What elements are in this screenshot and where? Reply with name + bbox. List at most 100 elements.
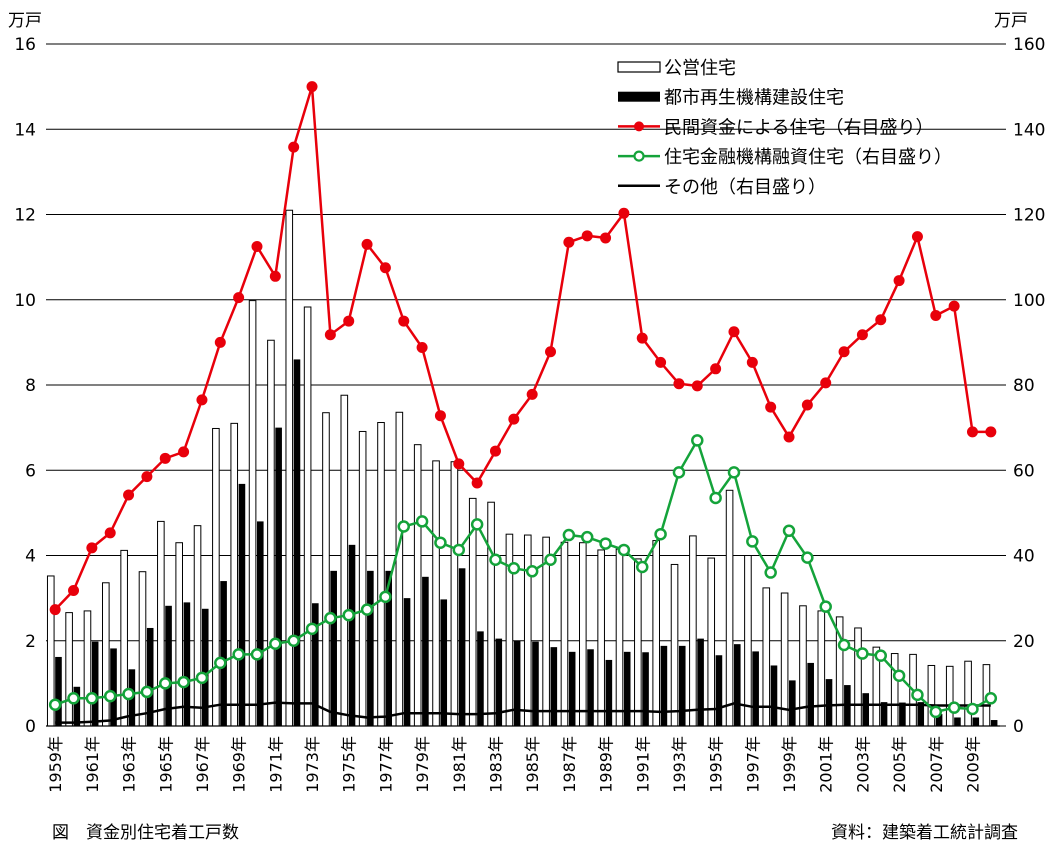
x-tick-label: 1987年 xyxy=(560,736,579,793)
private-funded-point xyxy=(324,329,336,341)
right-tick-label: 140 xyxy=(1013,120,1045,140)
jhf-financed-point xyxy=(103,689,117,703)
bar-public-housing xyxy=(322,412,330,727)
bar-ur-housing xyxy=(825,679,833,726)
bar-ur-housing xyxy=(642,652,649,726)
bar-public-housing xyxy=(377,422,385,727)
jhf-financed-point xyxy=(85,692,99,705)
bar-public-housing xyxy=(615,548,624,727)
gridlines xyxy=(46,43,1000,642)
jhf-financed-point xyxy=(892,669,906,682)
left-tick-label: 16 xyxy=(14,35,36,55)
bar-public-housing xyxy=(230,422,239,727)
bar-ur-housing xyxy=(201,608,209,726)
bar-ur-housing xyxy=(807,662,814,726)
bar-ur-housing xyxy=(605,659,613,726)
bar-ur-housing xyxy=(330,570,337,726)
x-tick-label: 2005年 xyxy=(890,736,909,793)
private-funded-point xyxy=(361,238,373,250)
jhf-financed-point xyxy=(489,553,502,567)
private-funded-line xyxy=(54,86,991,611)
bar-ur-housing xyxy=(678,645,686,726)
bar-ur-housing xyxy=(275,427,282,726)
source-note: 資料：建築着工統計調査 xyxy=(831,823,1018,843)
x-tick-label: 2003年 xyxy=(853,736,872,793)
jhf-financed-point xyxy=(911,688,924,702)
bar-public-housing xyxy=(744,555,752,727)
private-funded-point xyxy=(178,446,190,458)
private-funded-point xyxy=(691,380,703,392)
bar-public-housing xyxy=(780,592,789,727)
x-tick-label: 2001年 xyxy=(817,736,836,793)
jhf-financed-point xyxy=(250,648,264,661)
bar-public-housing xyxy=(175,542,183,727)
jhf-financed-line xyxy=(54,437,992,714)
x-tick-label: 2007年 xyxy=(927,736,946,793)
bar-ur-housing xyxy=(440,599,448,726)
jhf-financed-point xyxy=(122,687,135,701)
private-funded-point xyxy=(141,471,153,483)
bar-ur-housing xyxy=(733,644,741,726)
jhf-financed-point xyxy=(287,634,300,647)
private-funded-point xyxy=(343,315,355,327)
private-funded-point xyxy=(618,207,630,219)
private-funded-point xyxy=(453,458,465,470)
bar-ur-housing xyxy=(770,665,778,726)
jhf-financed-point xyxy=(507,562,521,575)
x-tick-label: 1991年 xyxy=(633,736,652,793)
jhf-financed-point xyxy=(874,649,887,662)
bar-public-housing xyxy=(762,587,771,727)
bar-public-housing xyxy=(725,489,734,727)
bar-ur-housing xyxy=(752,651,759,726)
bar-ur-housing xyxy=(568,651,576,726)
bar-public-housing xyxy=(138,571,147,727)
legend-marker xyxy=(634,121,644,132)
legend-label: 住宅金融機構融資住宅（右目盛り） xyxy=(664,147,952,168)
private-funded-point xyxy=(746,356,758,368)
private-funded-point xyxy=(196,394,208,406)
bar-public-housing xyxy=(560,541,569,727)
jhf-financed-point xyxy=(67,692,80,705)
bar-public-housing xyxy=(358,430,367,727)
x-tick-label: 1983年 xyxy=(486,736,505,793)
x-tick-label: 1989年 xyxy=(597,736,616,793)
bar-public-housing xyxy=(652,540,660,727)
private-funded-point xyxy=(765,401,777,413)
private-funded-point xyxy=(673,378,685,390)
private-funded-point xyxy=(159,452,171,464)
legend-label: 公営住宅 xyxy=(664,58,736,79)
left-tick-label: 14 xyxy=(14,120,36,140)
x-tick-label: 1967年 xyxy=(193,736,212,793)
private-funded-point xyxy=(86,542,98,554)
jhf-financed-point xyxy=(232,648,245,661)
bar-ur-housing xyxy=(312,603,319,726)
private-funded-point xyxy=(563,236,575,248)
bar-public-housing xyxy=(157,520,165,727)
private-funded-point xyxy=(911,231,923,243)
bar-public-housing xyxy=(248,300,257,727)
private-funded-point xyxy=(728,326,740,338)
bar-public-housing xyxy=(285,209,294,727)
bar-ur-housing xyxy=(458,568,466,726)
private-funded-point xyxy=(838,346,850,358)
private-funded-point xyxy=(710,363,722,375)
jhf-financed-point xyxy=(727,466,741,479)
jhf-financed-point xyxy=(324,611,337,625)
jhf-financed-point xyxy=(415,515,429,528)
right-tick-label: 80 xyxy=(1013,376,1035,396)
private-funded-point xyxy=(948,300,960,312)
private-funded-point xyxy=(930,310,942,322)
private-funded-point xyxy=(545,346,557,358)
left-tick-label: 0 xyxy=(25,717,36,737)
right-tick-label: 100 xyxy=(1013,291,1045,311)
private-funded-point xyxy=(416,341,428,353)
jhf-financed-point xyxy=(140,685,154,699)
private-funded-point xyxy=(214,336,226,348)
private-funded-point xyxy=(251,240,263,252)
legend-label: その他（右目盛り） xyxy=(664,177,826,198)
bar-public-housing xyxy=(523,534,532,727)
bar-ur-housing xyxy=(972,717,980,726)
private-funded-point xyxy=(783,431,795,443)
bar-ur-housing xyxy=(55,656,62,726)
